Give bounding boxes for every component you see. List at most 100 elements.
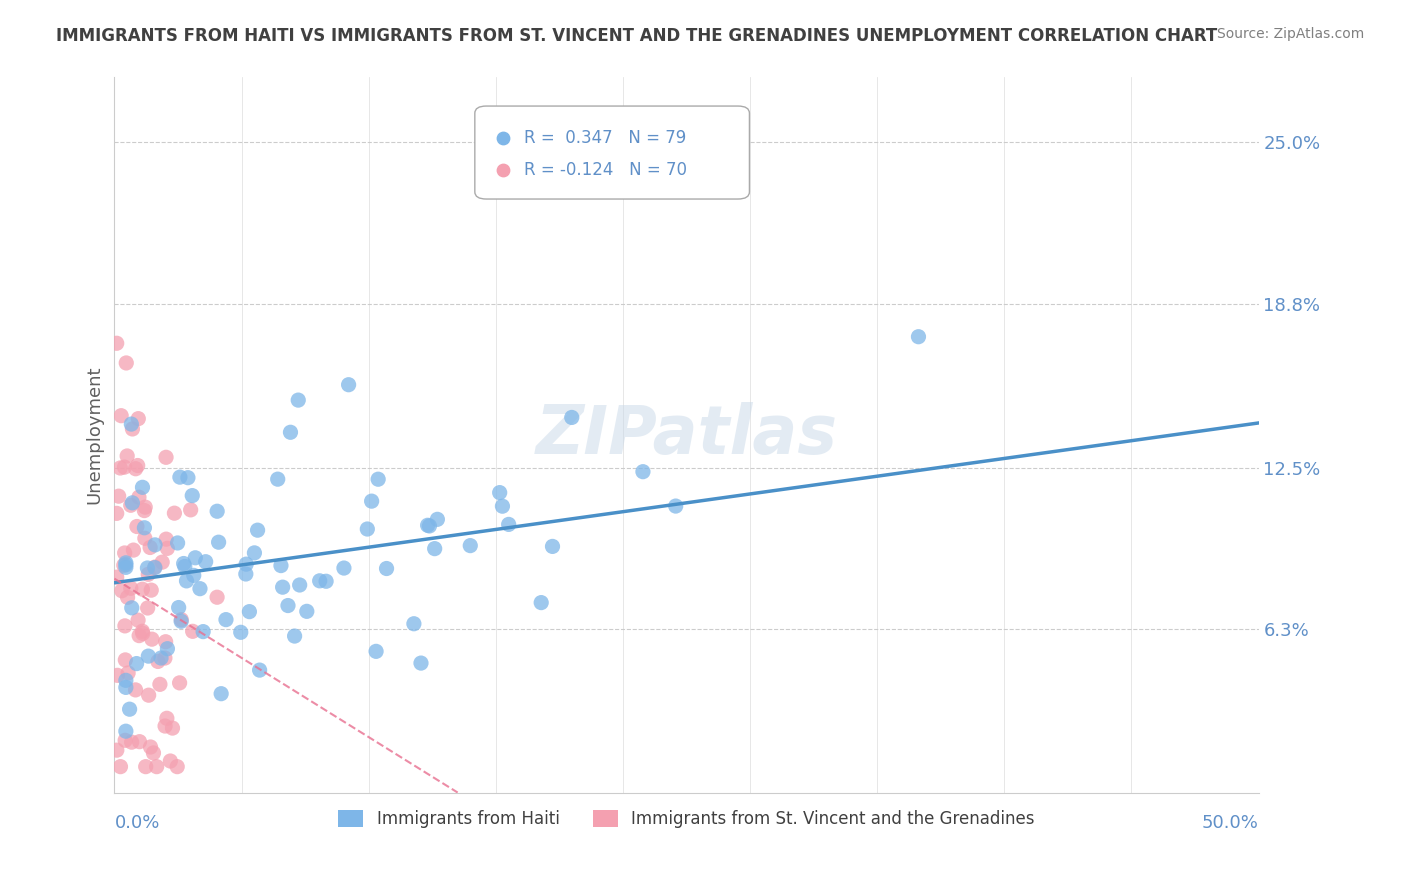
Point xyxy=(115,558,138,572)
Point xyxy=(194,555,217,569)
Point xyxy=(288,578,311,592)
Point xyxy=(295,604,318,618)
Point xyxy=(181,489,204,503)
Point xyxy=(155,532,177,546)
Point xyxy=(271,580,294,594)
Point xyxy=(125,519,148,533)
Point xyxy=(416,518,439,533)
Point xyxy=(375,561,398,575)
Point xyxy=(122,543,145,558)
Point xyxy=(491,499,513,513)
Point xyxy=(176,574,198,588)
Point xyxy=(120,581,142,595)
Point xyxy=(170,613,193,627)
Point xyxy=(153,651,176,665)
Point xyxy=(115,449,138,463)
Point xyxy=(561,410,583,425)
Point xyxy=(120,417,142,431)
Point xyxy=(134,500,156,515)
Point xyxy=(105,336,128,351)
Point xyxy=(121,422,143,436)
Point xyxy=(114,733,136,747)
Point xyxy=(167,600,190,615)
Point xyxy=(141,583,163,598)
Point xyxy=(128,490,150,504)
Point xyxy=(136,561,159,575)
Point xyxy=(180,503,202,517)
Point xyxy=(121,735,143,749)
Point xyxy=(115,673,138,688)
Point xyxy=(110,409,132,423)
Point xyxy=(139,541,162,555)
Point xyxy=(131,480,153,494)
Point xyxy=(134,521,156,535)
Point xyxy=(105,570,128,584)
Point xyxy=(111,583,134,598)
Point xyxy=(150,651,173,665)
Point xyxy=(120,498,142,512)
Point xyxy=(184,550,207,565)
Point xyxy=(143,538,166,552)
Point xyxy=(488,485,510,500)
Text: R = -0.124   N = 70: R = -0.124 N = 70 xyxy=(524,161,688,179)
Point xyxy=(170,614,193,628)
Point xyxy=(166,759,188,773)
Point xyxy=(107,668,129,682)
Point xyxy=(156,541,179,556)
Point xyxy=(235,566,257,581)
Point xyxy=(249,663,271,677)
Point xyxy=(665,499,688,513)
Point xyxy=(134,503,156,517)
Point xyxy=(115,560,138,574)
Point xyxy=(177,471,200,485)
Point xyxy=(169,676,191,690)
Point xyxy=(246,523,269,537)
Point xyxy=(238,605,260,619)
Point xyxy=(145,759,167,773)
Point xyxy=(143,560,166,574)
Point xyxy=(530,596,553,610)
Point xyxy=(173,557,195,571)
Point xyxy=(131,624,153,639)
Point xyxy=(112,558,135,573)
Point xyxy=(136,567,159,582)
Point xyxy=(188,582,211,596)
Point xyxy=(270,558,292,573)
Point xyxy=(136,649,159,664)
Point xyxy=(426,512,449,526)
Point xyxy=(458,539,481,553)
Point xyxy=(159,754,181,768)
Point xyxy=(181,624,204,639)
Point xyxy=(156,711,179,725)
Point xyxy=(356,522,378,536)
Point xyxy=(138,688,160,702)
Point xyxy=(146,655,169,669)
Point xyxy=(142,746,165,760)
FancyBboxPatch shape xyxy=(475,106,749,199)
Point xyxy=(907,329,929,343)
Point xyxy=(110,759,132,773)
Text: Source: ZipAtlas.com: Source: ZipAtlas.com xyxy=(1216,27,1364,41)
Point xyxy=(280,425,302,440)
Point xyxy=(235,557,257,571)
Point xyxy=(284,629,307,643)
Point xyxy=(115,556,138,570)
Point xyxy=(360,494,382,508)
Point xyxy=(128,629,150,643)
Point xyxy=(162,721,184,735)
Point xyxy=(364,644,387,658)
Point xyxy=(124,461,146,475)
Point xyxy=(215,613,238,627)
Point xyxy=(333,561,356,575)
Point xyxy=(409,656,432,670)
Point xyxy=(149,677,172,691)
Text: 0.0%: 0.0% xyxy=(114,814,160,832)
Text: IMMIGRANTS FROM HAITI VS IMMIGRANTS FROM ST. VINCENT AND THE GRENADINES UNEMPLOY: IMMIGRANTS FROM HAITI VS IMMIGRANTS FROM… xyxy=(56,27,1218,45)
Point xyxy=(150,555,173,569)
Point xyxy=(141,632,163,647)
Point xyxy=(169,470,191,484)
Point xyxy=(132,626,155,640)
Point xyxy=(183,568,205,582)
Point xyxy=(205,504,228,518)
Point xyxy=(337,377,360,392)
